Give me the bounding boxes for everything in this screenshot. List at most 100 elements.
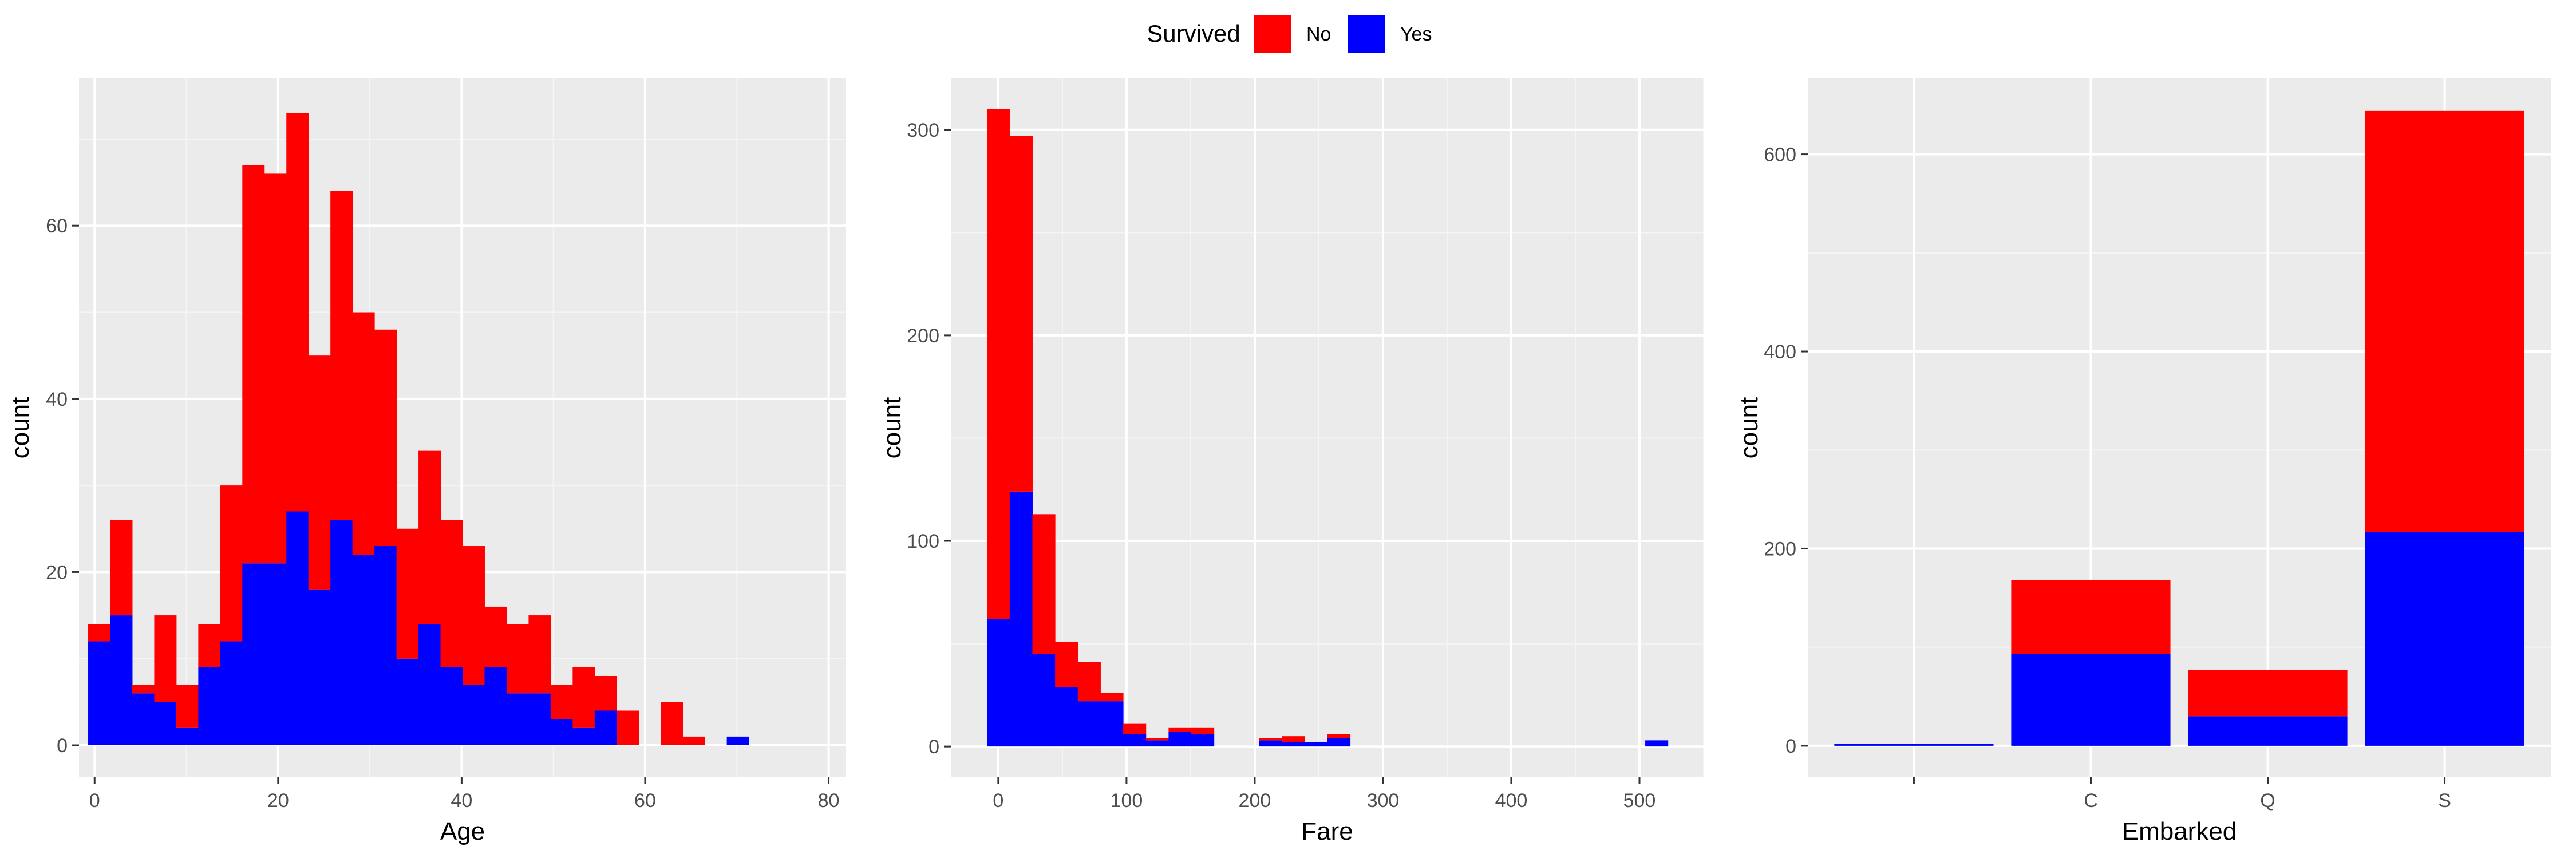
bar-yes (220, 641, 243, 746)
y-axis-title: count (1735, 397, 1763, 459)
x-tick-label: 300 (1367, 790, 1400, 812)
bar-yes (1145, 740, 1169, 747)
bar-no (594, 675, 617, 711)
bar-no (1009, 136, 1033, 492)
bar-no (242, 165, 265, 564)
bar-no (1077, 662, 1101, 702)
y-tick-label: 100 (907, 531, 939, 552)
bar-yes (396, 658, 419, 746)
y-axis-title: count (6, 397, 34, 459)
bar-yes (550, 719, 573, 746)
bar-yes (987, 619, 1010, 747)
legend-key-yes (1348, 15, 1385, 53)
bar-yes (484, 667, 507, 746)
bar-yes (110, 615, 133, 746)
bar-no (463, 546, 485, 685)
bar-yes (440, 667, 463, 746)
y-tick-label: 600 (1764, 144, 1796, 166)
x-tick-label: 80 (818, 790, 840, 812)
bar-no (1145, 738, 1169, 741)
bar-no (396, 528, 419, 659)
bar-no (682, 736, 705, 746)
bar-yes (242, 563, 265, 746)
bar-no (418, 450, 441, 624)
bar-yes (374, 546, 397, 746)
bar-yes (1123, 734, 1147, 747)
bar-yes (2365, 532, 2524, 746)
legend-svg: Survived No Yes (1147, 15, 1432, 53)
x-tick-label: 400 (1495, 790, 1528, 812)
y-tick-label: 0 (929, 736, 939, 758)
x-tick-label: 500 (1623, 790, 1656, 812)
bar-no (1259, 738, 1283, 741)
y-axis-title: count (878, 397, 906, 459)
bar-yes (352, 555, 375, 746)
x-tick-label: 20 (267, 790, 289, 812)
x-tick-label: 60 (634, 790, 656, 812)
x-tick-label: Q (2260, 790, 2275, 812)
x-tick-label: 40 (451, 790, 472, 812)
bar-no (2365, 110, 2524, 532)
y-tick-label: 60 (46, 215, 68, 237)
bar-no (88, 624, 110, 642)
x-tick-label: 100 (1111, 790, 1143, 812)
legend: Survived No Yes (0, 0, 2576, 69)
bar-yes (132, 693, 155, 746)
x-tick-label: C (2084, 790, 2098, 812)
x-tick-label: 0 (993, 790, 1003, 812)
x-tick-label: S (2438, 790, 2451, 812)
x-tick-label: 0 (89, 790, 100, 812)
y-tick-label: 0 (1785, 736, 1796, 757)
bar-no (2188, 670, 2348, 717)
bar-no (572, 667, 595, 728)
legend-title: Survived (1147, 20, 1240, 47)
bar-yes (1077, 701, 1101, 747)
bar-yes (1282, 742, 1305, 747)
y-tick-label: 20 (46, 562, 68, 583)
bar-yes (198, 667, 221, 746)
bar-no (132, 685, 155, 694)
bar-yes (308, 589, 331, 746)
y-tick-label: 300 (907, 120, 939, 141)
bar-yes (2188, 716, 2348, 746)
bar-no (528, 615, 551, 694)
legend-key-no (1254, 15, 1291, 53)
bar-yes (1645, 740, 1669, 747)
bar-yes (528, 693, 551, 746)
bar-yes (1191, 734, 1215, 747)
bar-no (1168, 727, 1192, 732)
bar-no (1032, 514, 1056, 654)
bar-yes (572, 727, 595, 746)
bar-no (154, 615, 177, 702)
bar-no (176, 685, 199, 728)
bar-no (286, 113, 309, 512)
bar-yes (463, 685, 485, 746)
y-tick-label: 200 (907, 325, 939, 347)
bar-yes (506, 693, 529, 746)
bar-yes (1055, 686, 1078, 747)
bar-yes (264, 563, 287, 746)
bar-no (661, 702, 683, 746)
bar-no (506, 624, 529, 694)
bar-yes (1168, 732, 1192, 747)
legend-label-yes: Yes (1400, 23, 1432, 45)
bar-yes (286, 511, 309, 746)
bar-yes (154, 702, 177, 746)
x-axis-title: Age (440, 817, 485, 845)
bar-yes (726, 736, 749, 746)
bar-no (264, 173, 287, 564)
bar-yes (418, 624, 441, 746)
bar-yes (594, 710, 617, 746)
bar-no (2011, 580, 2171, 654)
bar-no (198, 624, 221, 667)
y-tick-label: 0 (57, 735, 68, 757)
bar-no (550, 685, 573, 719)
bar-no (308, 355, 331, 590)
bar-no (484, 606, 507, 667)
fare-histogram-panel: 0 100 200 300 400 500 0 100 200 300 Fare count (878, 78, 1704, 845)
bar-yes (1305, 742, 1328, 747)
legend-label-no: No (1306, 23, 1331, 45)
bar-yes (176, 727, 199, 746)
bar-yes (2011, 654, 2171, 746)
bar-no (1123, 723, 1147, 734)
